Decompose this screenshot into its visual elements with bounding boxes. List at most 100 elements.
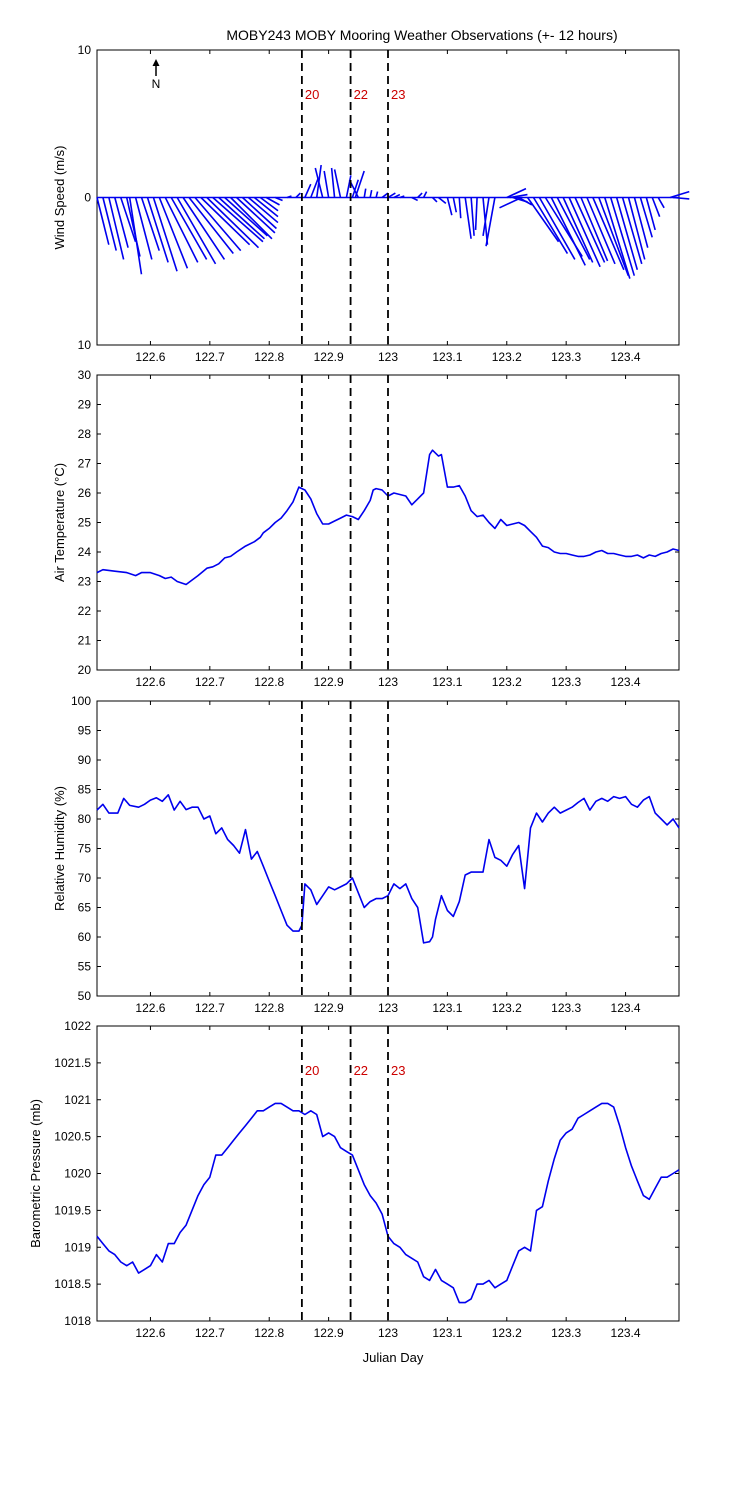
y-tick-label: 1020.5 bbox=[54, 1130, 91, 1144]
wind-vector bbox=[393, 193, 401, 199]
y-tick-label: 70 bbox=[78, 871, 92, 885]
x-tick-label: 123.3 bbox=[551, 350, 581, 364]
y-tick-label: 1022 bbox=[64, 1019, 91, 1033]
wind-vector bbox=[212, 196, 264, 243]
wind-vector bbox=[164, 197, 199, 263]
wind-vector bbox=[598, 197, 630, 276]
wind-vector bbox=[621, 197, 643, 265]
x-tick-label: 122.9 bbox=[314, 350, 344, 364]
wind-vector bbox=[422, 191, 428, 198]
y-tick-label: 27 bbox=[78, 457, 92, 471]
relative-humidity-panel: 122.6 122.7 122.8 122.9 123 123.1 123.2 123.3 12… bbox=[52, 694, 680, 1015]
wind-vector bbox=[645, 197, 656, 231]
x-tick-label: 122.6 bbox=[135, 675, 165, 689]
x-tick-label: 123 bbox=[378, 675, 398, 689]
wind-vector bbox=[669, 190, 690, 199]
north-arrowhead-icon bbox=[152, 59, 160, 66]
x-tick-label: 123.1 bbox=[432, 1001, 462, 1015]
wind-speed-panel: 122.6 122.7 122.8 122.9 123 123.1 123.2 123.3 12… bbox=[52, 43, 690, 364]
wind-vector bbox=[470, 197, 475, 236]
wind-vector bbox=[672, 196, 690, 200]
event-label: 23 bbox=[391, 1063, 405, 1078]
event-label: 20 bbox=[305, 1063, 319, 1078]
event-label: 23 bbox=[391, 87, 405, 102]
y-tick-label: 50 bbox=[78, 989, 92, 1003]
wind-vector bbox=[333, 169, 342, 198]
wind-vector bbox=[146, 197, 169, 263]
wind-vector bbox=[286, 195, 292, 199]
x-tick-label: 123.2 bbox=[492, 350, 522, 364]
wind-vector bbox=[140, 197, 160, 251]
wind-vector bbox=[206, 196, 260, 249]
event-label: 22 bbox=[354, 1063, 368, 1078]
y-tick-label: 22 bbox=[78, 604, 92, 618]
wind-vector bbox=[314, 167, 324, 198]
wind-vector bbox=[230, 196, 273, 240]
wind-vector bbox=[574, 197, 606, 263]
wind-vector bbox=[431, 196, 438, 203]
north-indicator: N bbox=[152, 59, 160, 91]
wind-vector bbox=[247, 196, 279, 224]
x-tick-label: 123.2 bbox=[492, 675, 522, 689]
wind-vector bbox=[411, 196, 419, 202]
y-tick-label: 60 bbox=[78, 930, 92, 944]
event-label: 20 bbox=[305, 87, 319, 102]
x-tick-label: 123.4 bbox=[611, 350, 641, 364]
wind-vector bbox=[580, 197, 609, 262]
y-tick-label: 100 bbox=[71, 694, 91, 708]
wind-vector bbox=[241, 196, 277, 230]
y-axis-label: Wind Speed (m/s) bbox=[52, 145, 67, 249]
x-tick-label: 122.9 bbox=[314, 1001, 344, 1015]
x-tick-label: 123.3 bbox=[551, 1001, 581, 1015]
x-tick-label: 123.2 bbox=[492, 1001, 522, 1015]
x-tick-label: 122.8 bbox=[254, 1001, 284, 1015]
wind-vector bbox=[345, 175, 352, 198]
y-tick-label: 21 bbox=[78, 634, 92, 648]
wind-vector bbox=[526, 197, 560, 243]
wind-vector bbox=[128, 197, 143, 275]
wind-vector bbox=[592, 197, 625, 271]
wind-vector bbox=[170, 197, 208, 260]
wind-vector bbox=[639, 197, 653, 238]
wind-vector bbox=[108, 197, 125, 260]
x-tick-label: 122.8 bbox=[254, 1326, 284, 1340]
wind-vector bbox=[253, 196, 279, 218]
wind-vector bbox=[482, 197, 490, 236]
x-tick-label: 122.7 bbox=[195, 1326, 225, 1340]
y-tick-label: 0 bbox=[84, 191, 91, 205]
wind-vector bbox=[310, 178, 319, 198]
wind-vector bbox=[158, 197, 189, 269]
wind-vector bbox=[485, 197, 496, 247]
wind-vector bbox=[200, 196, 251, 246]
wind-vector bbox=[387, 192, 396, 199]
wind-vector bbox=[615, 197, 639, 270]
wind-vector bbox=[509, 193, 528, 199]
figure-title: MOBY243 MOBY Mooring Weather Observation… bbox=[226, 27, 617, 43]
wind-vector bbox=[609, 197, 636, 276]
y-tick-label: 90 bbox=[78, 753, 92, 767]
y-tick-label: 10 bbox=[78, 43, 92, 57]
air-temperature-panel: 122.6 122.7 122.8 122.9 123 123.1 123.2 123.3 12… bbox=[52, 368, 680, 689]
wind-vector bbox=[474, 197, 478, 230]
x-tick-label: 123.4 bbox=[611, 675, 641, 689]
wind-vector bbox=[651, 197, 661, 217]
wind-vector bbox=[218, 196, 266, 240]
wind-vector bbox=[194, 196, 242, 252]
barometric-pressure-panel: 122.6 122.7 122.8 122.9 123 123.1 123.2 123.3 12… bbox=[28, 1019, 680, 1340]
wind-vector bbox=[351, 179, 360, 198]
wind-vector bbox=[538, 197, 576, 260]
wind-vector bbox=[604, 197, 631, 279]
x-tick-label: 123.4 bbox=[611, 1001, 641, 1015]
wind-vector bbox=[188, 197, 234, 255]
wind-vector bbox=[330, 167, 336, 198]
y-tick-label: 30 bbox=[78, 368, 92, 382]
x-tick-label: 122.9 bbox=[314, 1326, 344, 1340]
wind-vector bbox=[550, 197, 586, 266]
y-tick-label: 24 bbox=[78, 545, 92, 559]
wind-vector bbox=[586, 197, 616, 265]
wind-vector bbox=[627, 197, 646, 260]
y-tick-label: 20 bbox=[78, 663, 92, 677]
wind-vector bbox=[236, 196, 276, 234]
wind-vector bbox=[633, 197, 649, 248]
y-tick-label: 1020 bbox=[64, 1167, 91, 1181]
